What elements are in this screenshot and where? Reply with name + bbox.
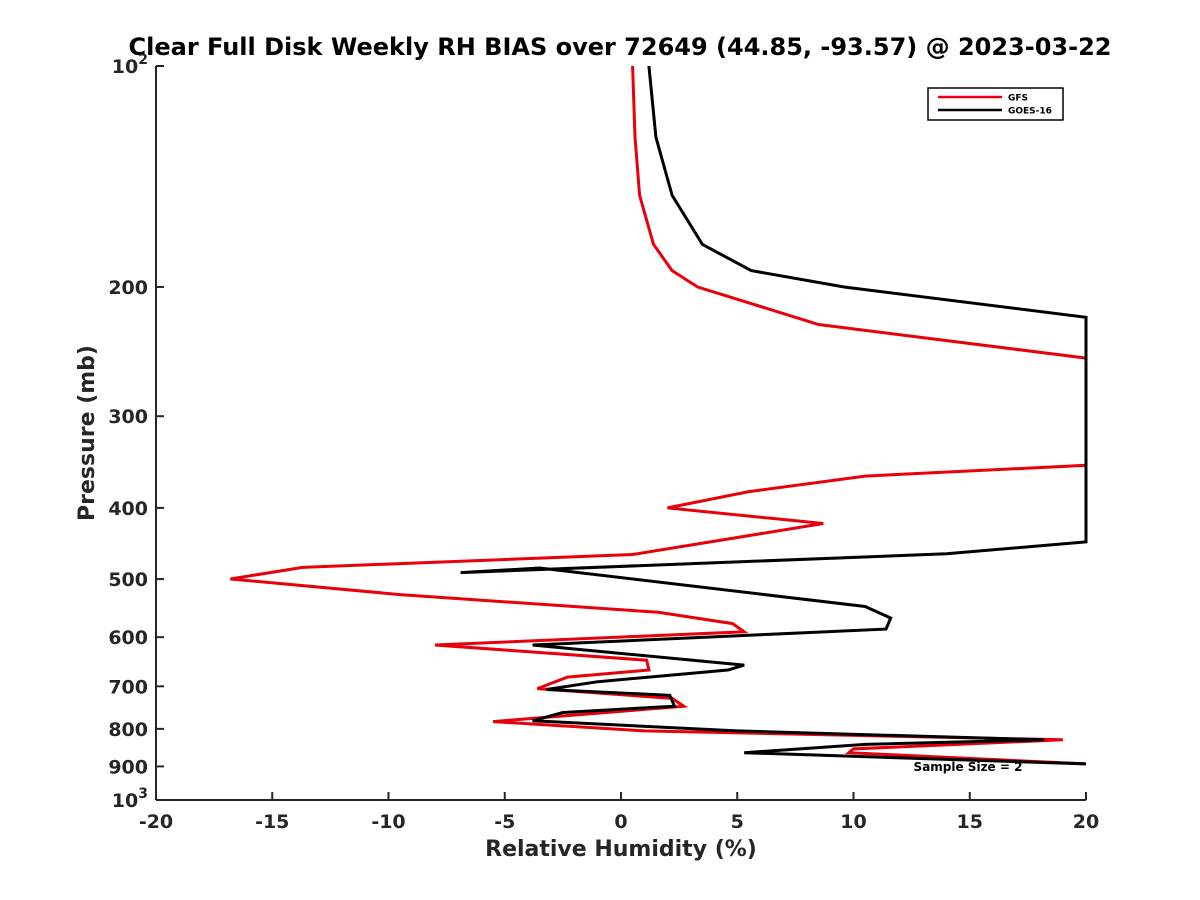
y-axis-label: Pressure (mb) [75,345,100,521]
series-line-goes-16 [460,65,1088,766]
series-line-gfs [230,65,1088,766]
y-tick-label: 200 [108,277,148,299]
legend-box [927,87,1064,121]
plot-area: -20 -15 -10 -5 0 5 10 15 20 102 200 300 400 500 600 700… [108,52,1099,833]
legend-label: GOES-16 [1008,107,1052,117]
legend: GFS GOES-16 [927,87,1064,121]
legend-label: GFS [1008,94,1028,104]
x-tick-label: -5 [494,811,515,833]
x-tick-label: -15 [255,811,289,833]
y-tick-label: 800 [108,719,148,741]
y-tick-label: 300 [108,406,148,428]
x-tick-label: 15 [957,811,983,833]
x-tick-label: 20 [1073,811,1099,833]
x-tick-label: -10 [371,811,405,833]
sample-size-annotation: Sample Size = 2 [914,760,1023,774]
y-tick-label: 500 [108,569,148,591]
x-tick-label: -20 [139,811,173,833]
x-axis-label: Relative Humidity (%) [485,837,757,862]
y-tick-label: 103 [112,786,148,812]
series-layer [230,65,1088,766]
x-tick-label: 0 [614,811,627,833]
chart-title: Clear Full Disk Weekly RH BIAS over 7264… [129,33,1112,61]
y-tick-label: 600 [108,627,148,649]
x-tick-label: 5 [731,811,744,833]
y-tick-label: 900 [108,756,148,778]
y-tick-label: 700 [108,676,148,698]
axes-layer: -20 -15 -10 -5 0 5 10 15 20 102 200 300 400 500 600 700… [108,52,1099,833]
x-tick-label: 10 [840,811,866,833]
y-tick-label: 400 [108,498,148,520]
y-tick-label: 102 [112,52,148,78]
